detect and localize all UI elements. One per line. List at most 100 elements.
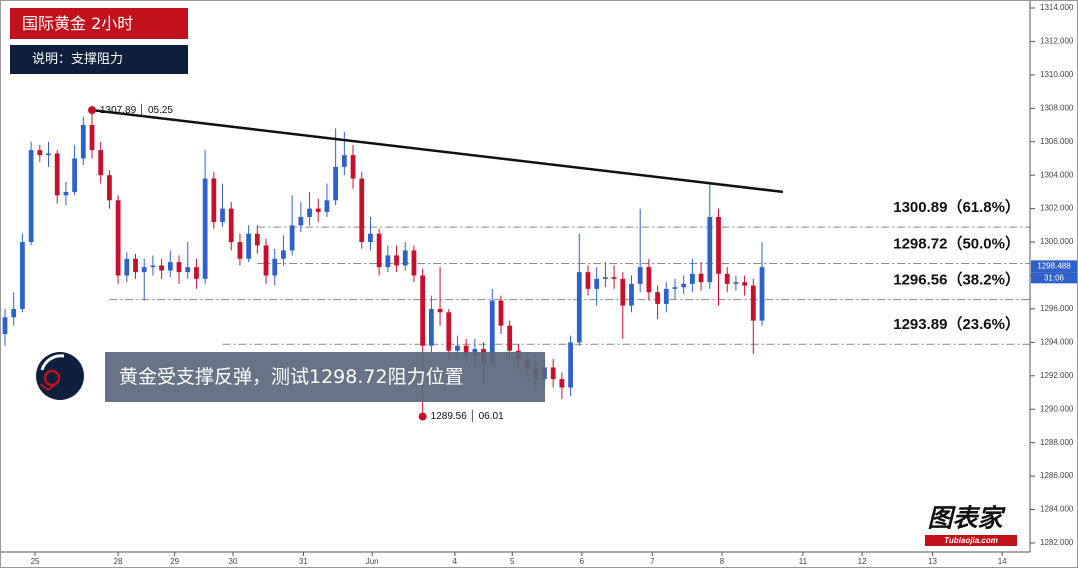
candle-body xyxy=(411,250,417,276)
candle-body xyxy=(698,273,704,283)
candle-body xyxy=(394,255,399,266)
y-tick-label: 1310.000 xyxy=(1040,70,1074,79)
candle-body xyxy=(742,282,747,286)
candle-body xyxy=(37,150,43,156)
y-tick-label: 1292.000 xyxy=(1040,371,1074,380)
candle-body xyxy=(646,267,652,293)
plot: 1300.89（61.8%） 1298.72（50.0%） 1296.56（38.2… xyxy=(2,103,1030,423)
logo: 图表家 Tubiaojia.com xyxy=(925,505,1017,546)
last-price-box xyxy=(1031,260,1077,273)
point-label: 1307.89 │ 05.25 xyxy=(100,103,173,117)
x-tick-label: 25 xyxy=(31,557,40,566)
x-tick-label: Jun xyxy=(366,557,379,566)
candle-body xyxy=(559,379,565,388)
candle-body xyxy=(202,178,208,279)
candle-body xyxy=(420,275,426,346)
candle-body xyxy=(211,178,217,222)
candle-body xyxy=(272,258,278,276)
candle-body xyxy=(254,233,260,246)
y-tick-label: 1312.000 xyxy=(1040,37,1074,46)
candle-body xyxy=(446,312,452,351)
y-tick-label: 1284.000 xyxy=(1040,505,1074,514)
y-tick-label: 1304.000 xyxy=(1040,170,1074,179)
x-tick-label: 7 xyxy=(650,557,655,566)
candle-body xyxy=(124,258,130,276)
candle-body xyxy=(672,287,678,289)
candle-body xyxy=(350,155,356,179)
x-tick-label: 6 xyxy=(580,557,585,566)
candle-body xyxy=(690,273,695,284)
candle-body xyxy=(629,283,634,306)
level-label: 1300.89（61.8%） xyxy=(893,198,1020,216)
candle-body xyxy=(463,345,469,356)
candle-body xyxy=(489,300,495,363)
candle-body xyxy=(2,317,8,335)
candle-body xyxy=(28,150,34,243)
candle-body xyxy=(437,308,443,313)
candle-body xyxy=(89,125,95,151)
candle-body xyxy=(115,200,121,276)
note: 黄金受支撑反弹，测试1298.72阻力位置 xyxy=(105,352,545,402)
candle-body xyxy=(107,175,112,201)
point-label: 1289.56 │ 06.01 xyxy=(431,409,504,423)
candle-body xyxy=(681,283,687,288)
x-tick-label: 13 xyxy=(928,557,937,566)
candle-body xyxy=(637,267,643,284)
candle-body xyxy=(20,242,25,309)
candle-body xyxy=(246,233,252,259)
candle-body xyxy=(150,265,156,268)
candle-body xyxy=(750,285,756,321)
x-tick-label: 14 xyxy=(998,557,1007,566)
candle-body xyxy=(263,245,269,276)
candle-body xyxy=(159,265,165,271)
logo-name: 图表家 xyxy=(927,505,1006,533)
candle-body xyxy=(724,273,730,284)
candle-body xyxy=(54,153,60,196)
candle-body xyxy=(759,267,765,321)
candle-body xyxy=(455,345,460,351)
candle-body xyxy=(80,125,86,159)
candle-body xyxy=(237,242,243,259)
point-marker xyxy=(88,106,97,115)
candle-body xyxy=(376,233,382,268)
candle-body xyxy=(324,200,330,212)
candle-body xyxy=(550,367,556,380)
logo-site: Tubiaojia.com xyxy=(944,536,998,545)
candle-body xyxy=(176,262,182,273)
candle-body xyxy=(620,278,626,306)
title: 国际黄金 2小时 xyxy=(10,8,188,39)
candle-body xyxy=(281,250,286,259)
level-label: 1296.56（38.2%） xyxy=(893,271,1020,289)
y-tick-label: 1308.000 xyxy=(1040,103,1074,112)
candle-body xyxy=(307,208,312,217)
x-tick-label: 5 xyxy=(510,557,515,566)
countdown-label: 31:06 xyxy=(1044,273,1065,282)
candle-body xyxy=(220,208,225,222)
candle-body xyxy=(315,208,321,212)
y-tick-label: 1294.000 xyxy=(1040,337,1074,346)
candle-body xyxy=(498,300,504,326)
last-price-label: 1298.488 xyxy=(1037,261,1071,270)
y-tick-label: 1290.000 xyxy=(1040,404,1074,413)
y-tick-label: 1302.000 xyxy=(1040,204,1074,213)
candle-body xyxy=(594,278,600,289)
countdown-box xyxy=(1031,272,1077,284)
candle-body xyxy=(507,325,513,351)
y-tick-label: 1314.000 xyxy=(1040,3,1074,12)
candle-body xyxy=(576,272,582,343)
candle-body xyxy=(428,308,434,346)
candle-body xyxy=(167,262,173,271)
candle-body xyxy=(385,255,391,268)
x-tick-label: 30 xyxy=(229,557,238,566)
candle-body xyxy=(368,233,373,243)
trendline xyxy=(91,108,784,194)
candle-body xyxy=(585,272,591,289)
y-tick-label: 1300.000 xyxy=(1040,237,1074,246)
candle-body xyxy=(402,250,408,266)
x-tick-label: 12 xyxy=(858,557,867,566)
y-tick-label: 1282.000 xyxy=(1040,538,1074,547)
candle-body xyxy=(72,158,78,192)
candle-body xyxy=(716,216,721,274)
